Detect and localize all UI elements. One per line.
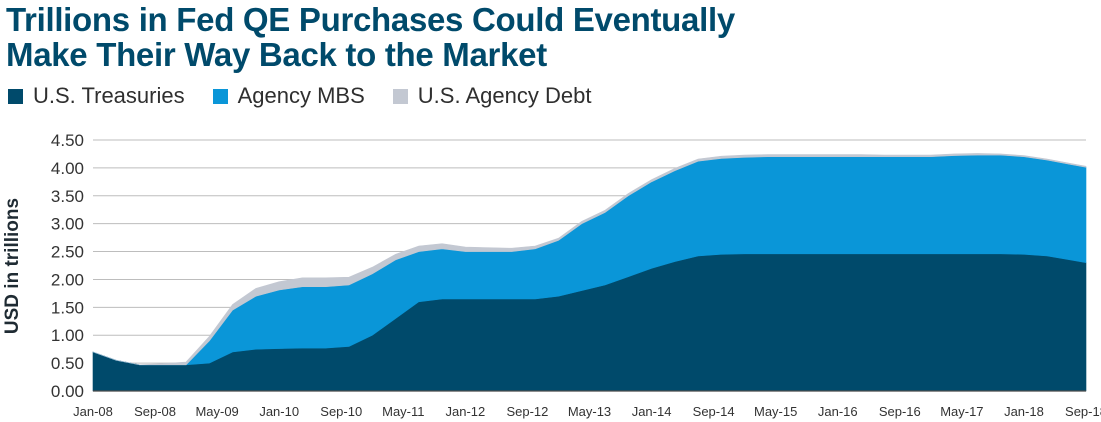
x-tick-label: Jan-08 (73, 404, 113, 419)
legend-label-agency-mbs: Agency MBS (237, 83, 365, 108)
legend-item-treasuries: U.S. Treasuries (8, 83, 185, 109)
y-tick-label: 1.00 (51, 326, 84, 345)
x-tick-label: Sep-14 (693, 404, 735, 419)
chart-title: Trillions in Fed QE Purchases Could Even… (6, 2, 1086, 72)
y-tick-label: 1.50 (51, 298, 84, 317)
x-tick-label: Sep-16 (879, 404, 921, 419)
x-tick-label: May-09 (195, 404, 238, 419)
chart-title-line-1: Trillions in Fed QE Purchases Could Even… (6, 1, 735, 38)
y-tick-label: 3.00 (51, 215, 84, 234)
y-tick-label: 4.50 (51, 131, 84, 150)
x-tick-label: May-11 (382, 404, 424, 419)
x-tick-label: Sep-12 (506, 404, 548, 419)
x-tick-label: May-13 (568, 404, 611, 419)
x-tick-label: May-17 (940, 404, 983, 419)
y-tick-label: 4.00 (51, 159, 84, 178)
y-tick-label: 0.00 (51, 382, 84, 401)
x-tick-label: Jan-10 (259, 404, 299, 419)
x-tick-label: Jan-14 (632, 404, 672, 419)
x-tick-label: Jan-16 (818, 404, 858, 419)
y-tick-label: 3.50 (51, 187, 84, 206)
legend-label-agency-debt: U.S. Agency Debt (417, 83, 592, 108)
chart-title-line-2: Make Their Way Back to the Market (6, 36, 547, 73)
legend-label-treasuries: U.S. Treasuries (33, 83, 185, 108)
y-tick-label: 2.50 (51, 243, 84, 262)
legend-item-agency-mbs: Agency MBS (212, 83, 365, 109)
area-series-u-s-agency-debt (92, 153, 1087, 366)
x-tick-label: Sep-18 (1065, 404, 1101, 419)
legend-swatch-agency-mbs (212, 88, 228, 104)
x-tick-label: Jan-18 (1004, 404, 1044, 419)
x-tick-label: May-15 (754, 404, 797, 419)
legend-swatch-treasuries (8, 88, 23, 104)
x-tick-label: Sep-08 (134, 404, 176, 419)
x-tick-label: Sep-10 (320, 404, 362, 419)
y-tick-label: 2.00 (51, 270, 84, 289)
x-tick-label: Jan-12 (446, 404, 486, 419)
legend: U.S. Treasuries Agency MBS U.S. Agency D… (8, 82, 619, 110)
legend-item-agency-debt: U.S. Agency Debt (392, 83, 592, 109)
legend-swatch-agency-debt (392, 88, 408, 104)
y-tick-label: 0.50 (51, 354, 84, 373)
